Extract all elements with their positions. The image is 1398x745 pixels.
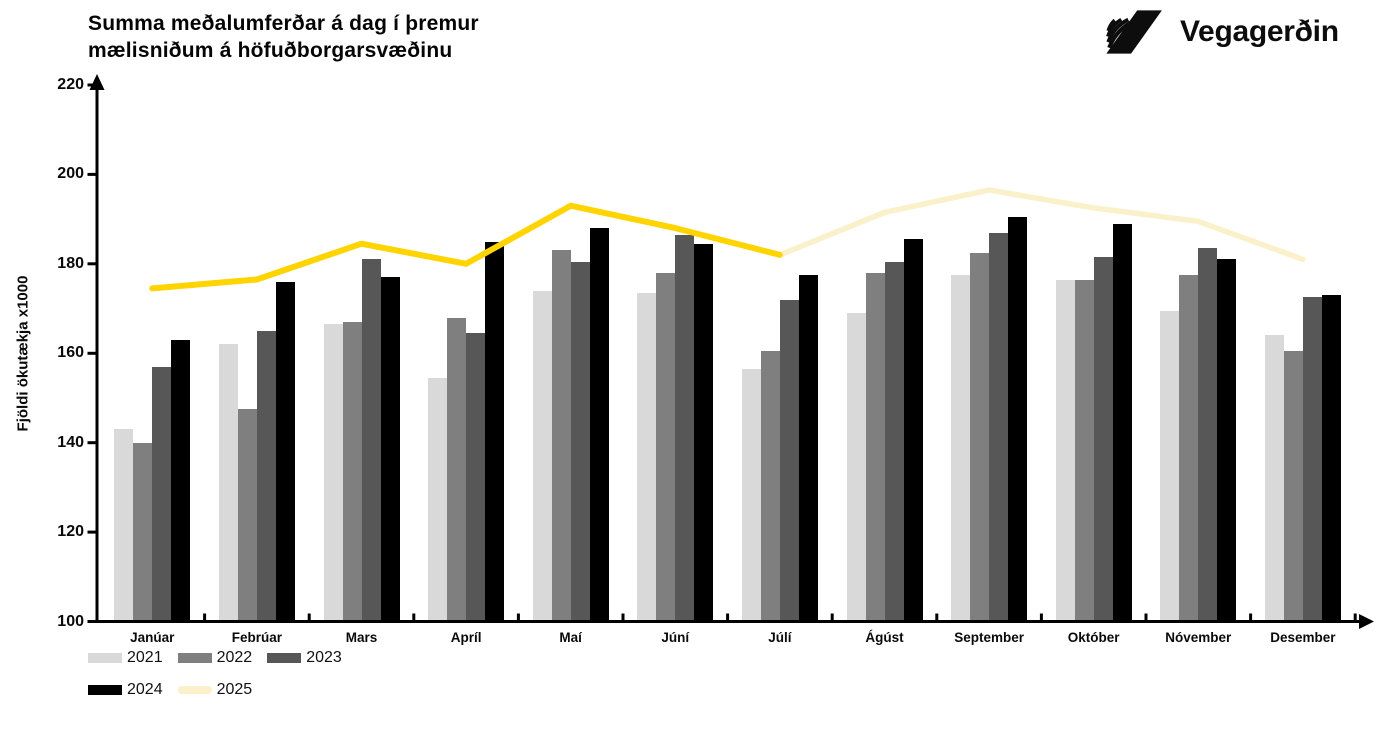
bar-2021-Nóvember xyxy=(1160,310,1180,622)
bar-2024-Febrúar xyxy=(275,281,295,622)
legend-row: 2024 2025 xyxy=(88,681,357,699)
x-tick-label-4: Apríl xyxy=(450,630,482,645)
x-tick-label-2: Febrúar xyxy=(231,630,283,645)
bar-2022-Maí xyxy=(551,250,571,622)
legend-item-2024: 2024 xyxy=(88,681,163,699)
bar-2022-Mars xyxy=(342,322,362,622)
bar-2021-Janúar xyxy=(114,429,134,622)
bar-2021-Október xyxy=(1055,279,1075,622)
x-tick-label-6: Júní xyxy=(661,630,690,645)
bar-2023-Október xyxy=(1093,257,1113,622)
x-tick-label-3: Mars xyxy=(345,630,378,645)
bar-2021-Júní xyxy=(637,292,657,622)
x-tick-label-12: Desember xyxy=(1270,630,1336,645)
x-tick-label-1: Janúar xyxy=(130,630,175,645)
legend-item-2022: 2022 xyxy=(177,649,253,667)
legend-swatch-2021 xyxy=(88,653,122,663)
legend-swatch-2024 xyxy=(88,685,122,695)
bar-2021-September xyxy=(951,275,971,622)
bar-2023-Nóvember xyxy=(1198,248,1218,622)
bar-2024-Október xyxy=(1112,223,1132,622)
bar-2024-Júlí xyxy=(798,275,818,622)
legend: 2021 2022 2023 2024 2025 xyxy=(88,649,357,713)
y-tick-label: 120 xyxy=(57,523,84,541)
y-tick-label: 180 xyxy=(57,254,84,272)
bar-2022-Ágúst xyxy=(865,272,885,622)
vegagerdin-logo-icon xyxy=(1106,10,1162,54)
bar-2023-Ágúst xyxy=(884,261,904,622)
bar-2023-Mars xyxy=(361,259,381,622)
bar-2022-Júlí xyxy=(760,351,780,622)
chart-title: Summa meðalumferðar á dag í þremur mælis… xyxy=(88,10,479,64)
y-tick-label: 100 xyxy=(57,612,84,630)
bar-2022-September xyxy=(970,252,990,622)
bar-2021-Júlí xyxy=(741,368,761,622)
bar-2023-September xyxy=(989,232,1009,622)
bar-2021-Maí xyxy=(532,290,552,622)
legend-label-2024: 2024 xyxy=(127,681,163,698)
bar-2021-Ágúst xyxy=(846,313,866,622)
bar-2021-Mars xyxy=(323,324,343,622)
x-tick-label-9: September xyxy=(954,630,1024,645)
bar-2021-Febrúar xyxy=(218,344,238,622)
bar-2023-Desember xyxy=(1302,297,1322,622)
chart-title-line2: mælisniðum á höfuðborgarsvæðinu xyxy=(88,39,453,62)
x-tick-label-11: Nóvember xyxy=(1165,630,1232,645)
y-tick-label: 140 xyxy=(57,433,84,451)
bar-2022-Febrúar xyxy=(237,409,257,622)
bar-2021-Desember xyxy=(1264,335,1284,622)
bar-2024-Nóvember xyxy=(1217,259,1237,622)
x-tick-label-10: Október xyxy=(1067,630,1120,645)
x-tick-label-5: Maí xyxy=(559,630,582,645)
bar-2022-Apríl xyxy=(447,317,467,622)
bar-2024-Apríl xyxy=(485,241,505,622)
brand-name: Vegagerðin xyxy=(1180,15,1339,48)
legend-item-2021: 2021 xyxy=(88,649,163,667)
bar-2022-Október xyxy=(1074,279,1094,622)
bar-2023-Apríl xyxy=(466,333,486,622)
legend-item-2025: 2025 xyxy=(177,681,253,699)
legend-label-2021: 2021 xyxy=(127,649,163,666)
legend-swatch-2023 xyxy=(267,653,302,663)
y-tick-label: 220 xyxy=(57,76,84,93)
bar-2024-Júní xyxy=(694,243,714,622)
bar-2023-Maí xyxy=(570,261,590,622)
legend-label-2025: 2025 xyxy=(216,681,253,698)
bar-2022-Júní xyxy=(656,272,676,622)
x-tick-label-8: Ágúst xyxy=(865,630,904,645)
bar-2024-Desember xyxy=(1321,295,1341,622)
chart-title-line1: Summa meðalumferðar á dag í þremur xyxy=(88,12,479,35)
bar-2023-Júlí xyxy=(779,299,799,622)
bar-2024-September xyxy=(1008,216,1028,622)
legend-item-2023: 2023 xyxy=(267,649,342,667)
legend-row: 2021 2022 2023 xyxy=(88,649,357,667)
bar-2024-Janúar xyxy=(171,339,191,622)
bar-2023-Janúar xyxy=(152,366,172,622)
bar-2022-Janúar xyxy=(133,442,153,622)
bar-2021-Apríl xyxy=(428,377,448,622)
bar-2023-Febrúar xyxy=(256,330,276,622)
brand: Vegagerðin xyxy=(1094,8,1339,56)
legend-label-2023: 2023 xyxy=(306,649,342,666)
y-tick-label: 160 xyxy=(57,344,84,362)
bar-2024-Maí xyxy=(589,228,609,622)
legend-swatch-2025 xyxy=(177,686,212,694)
bar-2024-Ágúst xyxy=(903,239,923,622)
legend-label-2022: 2022 xyxy=(216,649,253,666)
bar-2023-Júní xyxy=(675,234,695,622)
bar-2024-Mars xyxy=(380,277,400,622)
legend-swatch-2022 xyxy=(177,653,212,663)
y-tick-label: 200 xyxy=(57,165,84,183)
bar-2022-Desember xyxy=(1283,351,1303,622)
bar-2022-Nóvember xyxy=(1179,275,1199,622)
x-tick-label-7: Júlí xyxy=(768,630,792,645)
